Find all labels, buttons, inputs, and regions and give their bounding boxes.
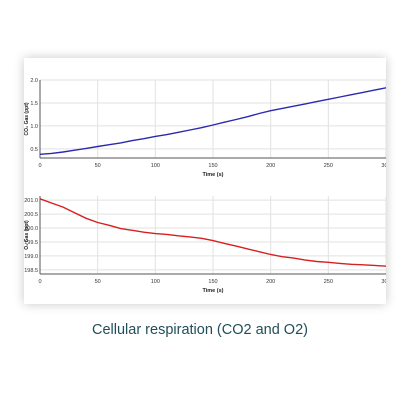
charts-card: 0 50 100 150 200 250 300 0.5 1.0 1.5 2.0 Time (s) CO… [24, 58, 386, 304]
co2-y-tick-label: 1.0 [30, 124, 38, 130]
co2-y-tick-label: 0.5 [30, 147, 38, 153]
co2-line [39, 87, 386, 155]
co2-x-tick-label: 250 [324, 163, 333, 169]
co2-x-tick-label: 0 [38, 163, 41, 169]
o2-y-tick-label: 201.0 [24, 198, 38, 204]
co2-y-axis-label: CO₂ Gas (ppt) [24, 102, 30, 135]
co2-x-tick-label: 100 [151, 163, 160, 169]
o2-x-axis-label: Time (s) [203, 288, 224, 294]
co2-x-tick-label: 300 [381, 163, 386, 169]
figure-caption: Cellular respiration (CO2 and O2) [92, 322, 308, 338]
o2-y-tick-label: 200.5 [24, 212, 38, 218]
co2-x-tick-label: 50 [95, 163, 101, 169]
o2-chart: 0 50 100 150 200 250 300 198.5 199.0 199.5 200.0 20… [24, 196, 386, 294]
co2-chart: 0 50 100 150 200 250 300 0.5 1.0 1.5 2.0 Time (s) CO… [24, 78, 386, 178]
o2-y-tick-label: 198.5 [24, 268, 38, 274]
o2-x-tick-label: 200 [266, 279, 275, 285]
o2-line [39, 198, 386, 267]
co2-y-tick-label: 2.0 [30, 78, 38, 84]
o2-x-tick-label: 100 [151, 279, 160, 285]
co2-x-tick-label: 200 [266, 163, 275, 169]
co2-y-tick-label: 1.5 [30, 101, 38, 107]
o2-x-tick-label: 300 [381, 279, 386, 285]
o2-x-tick-label: 50 [95, 279, 101, 285]
o2-x-tick-label: 250 [324, 279, 333, 285]
o2-x-tick-label: 150 [208, 279, 217, 285]
o2-x-tick-label: 0 [38, 279, 41, 285]
o2-y-axis-label: O₂ Gas (ppt) [24, 220, 30, 250]
o2-y-tick-label: 199.5 [24, 240, 38, 246]
o2-y-tick-label: 199.0 [24, 254, 38, 260]
co2-x-tick-label: 150 [208, 163, 217, 169]
o2-y-tick-label: 200.0 [24, 226, 38, 232]
co2-x-axis-label: Time (s) [203, 172, 224, 178]
co2-grid [39, 79, 386, 158]
